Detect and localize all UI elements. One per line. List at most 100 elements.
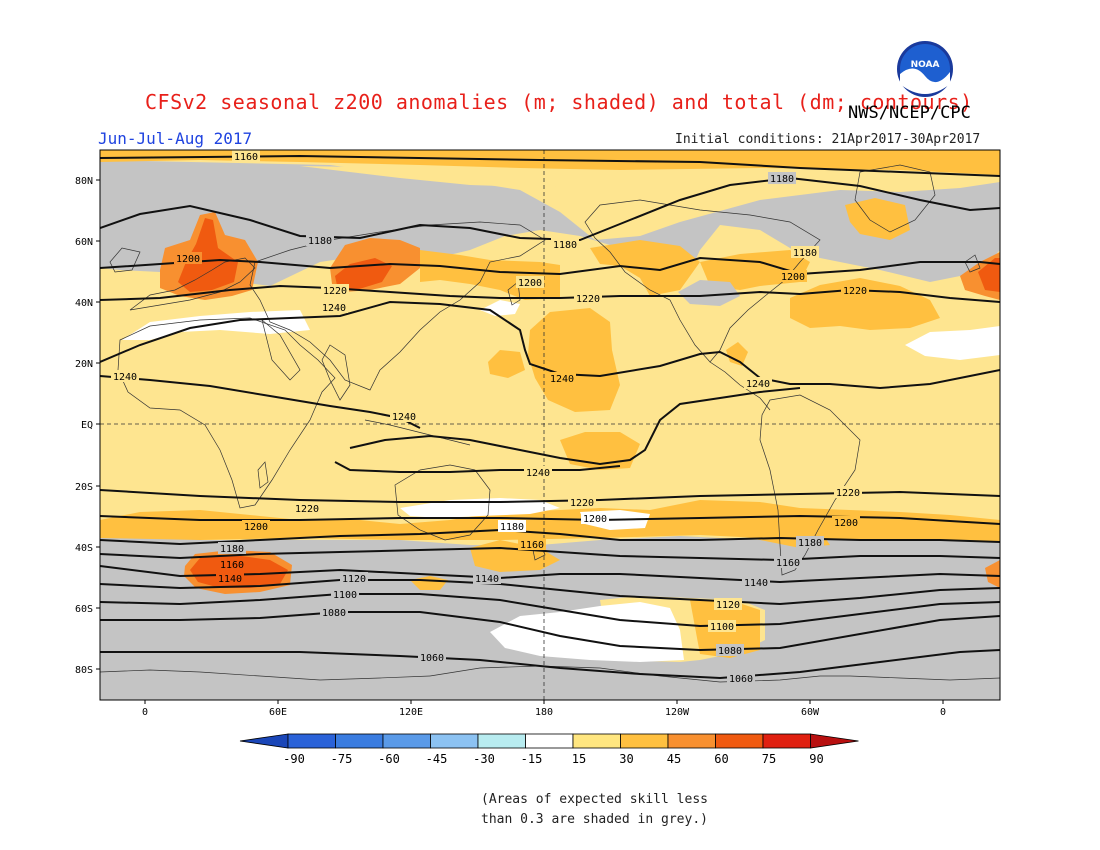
colorbar-label: -45 xyxy=(426,752,448,766)
agency-label: NWS/NCEP/CPC xyxy=(848,103,971,123)
svg-text:1240: 1240 xyxy=(526,468,550,479)
contour-label: 1140 xyxy=(742,576,770,589)
contour-label: 1140 xyxy=(473,572,501,585)
svg-text:1160: 1160 xyxy=(234,152,258,163)
colorbar-segment xyxy=(762,733,811,749)
anomaly-caribbean xyxy=(726,342,748,366)
contour-label: 1180 xyxy=(498,520,526,533)
low-skill-namerica xyxy=(678,280,740,306)
contour-label: 1160 xyxy=(518,538,546,551)
colorbar-segment xyxy=(572,733,621,749)
lat-label: 40N xyxy=(75,298,93,309)
svg-text:1160: 1160 xyxy=(520,540,544,551)
contour-label: 1200 xyxy=(516,276,544,289)
svg-text:1180: 1180 xyxy=(220,544,244,555)
contour-label: 1220 xyxy=(574,292,602,305)
anomaly-europe-max xyxy=(178,218,238,292)
contour-1140-south xyxy=(100,565,1000,584)
contour-1160-south xyxy=(100,546,1000,562)
anomaly-white-pacific xyxy=(480,300,520,316)
svg-text:1200: 1200 xyxy=(583,514,607,525)
svg-text:1160: 1160 xyxy=(776,558,800,569)
colorbar-label: 15 xyxy=(572,752,586,766)
contour-label: 1080 xyxy=(320,606,348,619)
colorbar-segment xyxy=(430,733,479,749)
coastlines xyxy=(100,164,1000,683)
lat-label: 60S xyxy=(75,604,93,615)
svg-text:1180: 1180 xyxy=(500,522,524,533)
contour-label: 1240 xyxy=(111,370,139,383)
colorbar-label: -60 xyxy=(378,752,400,766)
svg-text:1080: 1080 xyxy=(718,646,742,657)
axis-ticks xyxy=(96,179,944,704)
contour-label: 1200 xyxy=(832,516,860,529)
colorbar: -90 -75 -60 -45 -30 -15 15 30 45 60 75 90 xyxy=(239,733,859,766)
contour-1100-south xyxy=(100,593,1000,628)
colorbar-segment xyxy=(477,733,526,749)
lon-label: 120E xyxy=(399,707,423,718)
svg-text:1160: 1160 xyxy=(220,560,244,571)
contour-label: 1200 xyxy=(581,512,609,525)
svg-text:1220: 1220 xyxy=(843,286,867,297)
svg-text:1140: 1140 xyxy=(475,574,499,585)
contour-label: 1220 xyxy=(293,502,321,515)
colorbar-segment xyxy=(620,733,669,749)
contour-label: 1240 xyxy=(524,466,552,479)
anomaly-pacific-east xyxy=(488,350,525,378)
svg-text:1100: 1100 xyxy=(710,622,734,633)
svg-text:1240: 1240 xyxy=(113,372,137,383)
colorbar-label: 30 xyxy=(619,752,633,766)
contour-label: 1160 xyxy=(774,556,802,569)
contour-1240-south xyxy=(334,461,621,473)
contour-1120-south xyxy=(100,579,1000,606)
colorbar-segment xyxy=(382,733,431,749)
lat-label: 20N xyxy=(75,359,93,370)
lon-label: 0 xyxy=(940,707,946,718)
lon-label: 120W xyxy=(665,707,690,718)
anomaly-southern-ocean-max xyxy=(190,555,288,588)
svg-text:1140: 1140 xyxy=(218,574,242,585)
anomaly-east-max xyxy=(978,258,1000,292)
svg-text:1060: 1060 xyxy=(729,674,753,685)
contour-1200-north xyxy=(100,256,1000,276)
contour-label: 1220 xyxy=(834,486,862,499)
contour-1240-eq-east xyxy=(349,387,801,466)
svg-text:1240: 1240 xyxy=(322,303,346,314)
lat-label: 80N xyxy=(75,176,93,187)
contour-label: 1120 xyxy=(714,598,742,611)
contour-label-group: 1160 1180 1180 1180 1180 1200 1200 1200 … xyxy=(111,150,869,685)
noaa-logo-text: NOAA xyxy=(911,60,940,70)
svg-text:1180: 1180 xyxy=(308,236,332,247)
lat-label: 40S xyxy=(75,543,93,554)
lat-label: 60N xyxy=(75,237,93,248)
contour-label: 1160 xyxy=(232,150,260,163)
svg-text:1220: 1220 xyxy=(570,498,594,509)
map-frame xyxy=(99,149,1001,701)
initial-conditions: Initial conditions: 21Apr2017-30Apr2017 xyxy=(675,132,981,147)
svg-text:1220: 1220 xyxy=(295,504,319,515)
contour-1180-south xyxy=(100,528,1000,546)
noaa-logo: NOAA xyxy=(896,40,954,98)
season-label: Jun-Jul-Aug 2017 xyxy=(98,129,253,148)
contour-label: 1100 xyxy=(331,588,359,601)
svg-text:1180: 1180 xyxy=(793,248,817,259)
svg-text:1220: 1220 xyxy=(576,294,600,305)
colorbar-label: 90 xyxy=(809,752,823,766)
contour-1180-north xyxy=(100,176,1000,242)
colorbar-label: -30 xyxy=(473,752,495,766)
anomaly-south-east-edge xyxy=(985,560,1000,588)
anomaly-white-east xyxy=(905,326,1000,360)
skill-note-line-2: than 0.3 are shaded in grey.) xyxy=(481,812,708,827)
anomaly-top-light xyxy=(300,166,560,188)
svg-text:1140: 1140 xyxy=(744,578,768,589)
contour-label: 1200 xyxy=(242,520,270,533)
colorbar-segment xyxy=(525,733,574,749)
svg-text:1220: 1220 xyxy=(836,488,860,499)
colorbar-segment xyxy=(715,733,764,749)
svg-text:1080: 1080 xyxy=(322,608,346,619)
svg-text:1200: 1200 xyxy=(176,254,200,265)
contour-label: 1240 xyxy=(744,377,772,390)
colorbar-label: 75 xyxy=(762,752,776,766)
svg-text:1240: 1240 xyxy=(392,412,416,423)
